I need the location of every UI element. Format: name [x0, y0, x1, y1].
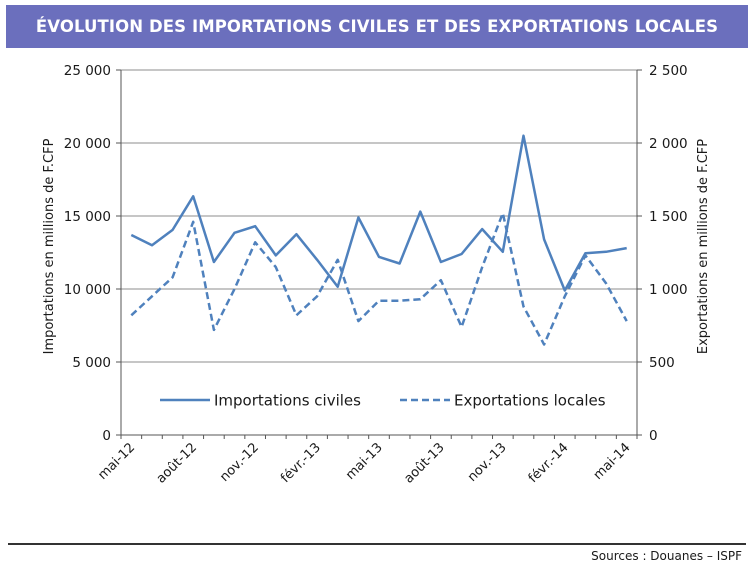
y-right-tick-label: 2 000: [649, 136, 688, 152]
source-note: Sources : Douanes – ISPF: [591, 549, 742, 563]
x-tick-label: févr.-14: [526, 440, 572, 486]
x-tick-label: août-13: [401, 440, 447, 486]
x-tick-label: nov.-12: [217, 440, 262, 485]
y-right-axis-title: Exportations en millions de F.CFP: [696, 139, 711, 354]
y-right-tick-label: 1 000: [649, 282, 688, 298]
footer-divider: [8, 543, 746, 545]
chart-title: ÉVOLUTION DES IMPORTATIONS CIVILES ET DE…: [6, 5, 748, 48]
y-right-tick-label: 2 500: [649, 63, 688, 79]
y-left-tick-label: 10 000: [64, 282, 111, 298]
x-tick-label: nov.-13: [465, 440, 510, 485]
series-line-2: [130, 211, 628, 346]
x-tick-label: mai-14: [591, 440, 634, 483]
y-right-tick-label: 0: [649, 428, 658, 444]
y-left-axis-title: Importations en millions de F.CFP: [42, 138, 57, 354]
x-tick-label: mai-13: [343, 440, 386, 483]
dual-axis-line-chart: 0 0 5 000 500 10 000 1 000 15 000 1 500 20 000 2 …: [42, 63, 711, 487]
y-left-tick-label: 5 000: [72, 355, 111, 371]
legend-label-2: Exportations locales: [454, 392, 606, 410]
legend-label-1: Importations civiles: [214, 392, 361, 410]
y-left-tick-label: 15 000: [64, 209, 111, 225]
y-right-tick-label: 500: [649, 355, 675, 371]
x-tick-label: mai-12: [95, 440, 138, 483]
y-left-tick-label: 25 000: [64, 63, 111, 79]
series-line-1: [130, 134, 627, 292]
x-tick-label: févr.-13: [278, 440, 324, 486]
y-left-tick-label: 20 000: [64, 136, 111, 152]
y-right-tick-label: 1 500: [649, 209, 688, 225]
y-left-tick-label: 0: [102, 428, 111, 444]
x-tick-label: août-12: [154, 440, 200, 486]
